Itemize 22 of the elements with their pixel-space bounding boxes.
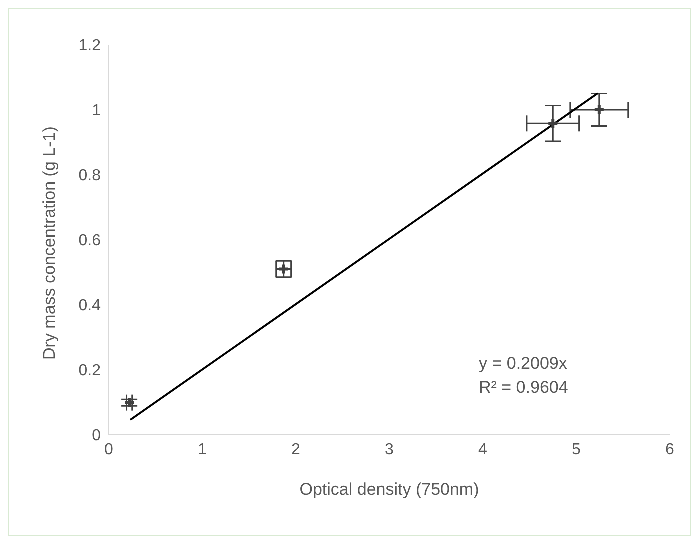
x-tick-label: 5 [572,441,582,458]
x-tick-label: 2 [292,441,301,458]
y-tick-label: 1.2 [78,38,102,55]
x-tick-label: 0 [104,441,114,458]
y-axis-title: Dry mass concentration (g L-1) [40,126,60,360]
x-tick-label: 1 [198,441,208,458]
y-tick-label: 0.6 [78,232,102,250]
point [279,264,288,274]
point [125,398,134,408]
annotation: y = 0.2009x [479,354,568,374]
y-tick-label: 0 [92,428,102,445]
point [594,106,604,114]
y-tick-label: 0.2 [78,362,102,380]
y-tick-label: 1 [92,102,102,120]
annotation: R² = 0.9604 [479,378,568,398]
point [548,119,558,128]
x-tick-label: 6 [666,441,675,458]
y-tick-label: 0.8 [78,168,102,185]
y-tick-label: 0.4 [78,298,102,315]
x-tick-label: 3 [385,441,394,458]
x-tick-label: 4 [478,441,488,458]
x-axis-title: Optical density (750nm) [300,480,480,499]
